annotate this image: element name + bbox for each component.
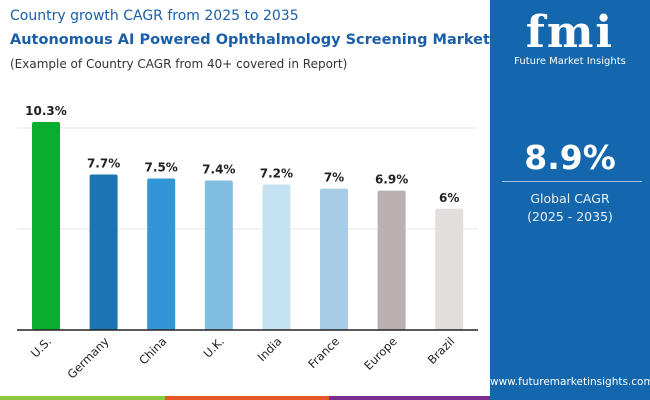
- website-link[interactable]: www.futuremarketinsights.com: [490, 376, 650, 388]
- data-label: 7.5%: [145, 161, 178, 175]
- x-tick-label: U.K.: [201, 334, 227, 360]
- footer-stripe-purple: [329, 396, 490, 400]
- data-label: 7.2%: [260, 167, 293, 181]
- bar: [320, 188, 348, 330]
- data-label: 6.9%: [375, 173, 408, 187]
- data-label: 6%: [439, 191, 459, 205]
- data-label: 7.7%: [87, 156, 120, 170]
- x-tick-label: France: [305, 334, 342, 371]
- bar: [204, 180, 233, 330]
- chart-subtitle: (Example of Country CAGR from 40+ covere…: [10, 57, 348, 71]
- summary-panel: fmi Future Market Insights 8.9% Global C…: [490, 0, 650, 400]
- chart-overline: Country growth CAGR from 2025 to 2035: [10, 8, 299, 24]
- x-tick-label: India: [255, 334, 285, 364]
- brand-name: Future Market Insights: [514, 56, 626, 67]
- x-tick-label: Brazil: [425, 334, 458, 367]
- data-label: 7.4%: [202, 163, 235, 177]
- data-label: 7%: [324, 171, 344, 185]
- data-label: 10.3%: [25, 104, 67, 118]
- bar: [147, 178, 176, 330]
- bar: [377, 190, 406, 330]
- divider: [502, 181, 642, 182]
- chart-title: Autonomous AI Powered Ophthalmology Scre…: [10, 32, 490, 48]
- global-cagr-label: Global CAGR (2025 - 2035): [527, 191, 613, 224]
- x-tick-label: China: [136, 334, 169, 367]
- fmi-logo: fmi Future Market Insights: [490, 8, 650, 68]
- footer-stripe-orange: [165, 396, 329, 400]
- x-tick-label: U.S.: [28, 334, 54, 360]
- bar: [262, 184, 291, 330]
- global-cagr-value: 8.9%: [524, 138, 616, 177]
- bar: [89, 174, 118, 330]
- footer-stripe-green: [0, 396, 165, 400]
- bar-chart: 10.3% U.S. 7.7% Germany 7.5% China 7.4% U.K. 7.2…: [17, 104, 478, 381]
- x-tick-label: Europe: [361, 334, 400, 373]
- bar: [32, 121, 60, 330]
- bar: [435, 208, 464, 330]
- x-tick-label: Germany: [64, 334, 111, 381]
